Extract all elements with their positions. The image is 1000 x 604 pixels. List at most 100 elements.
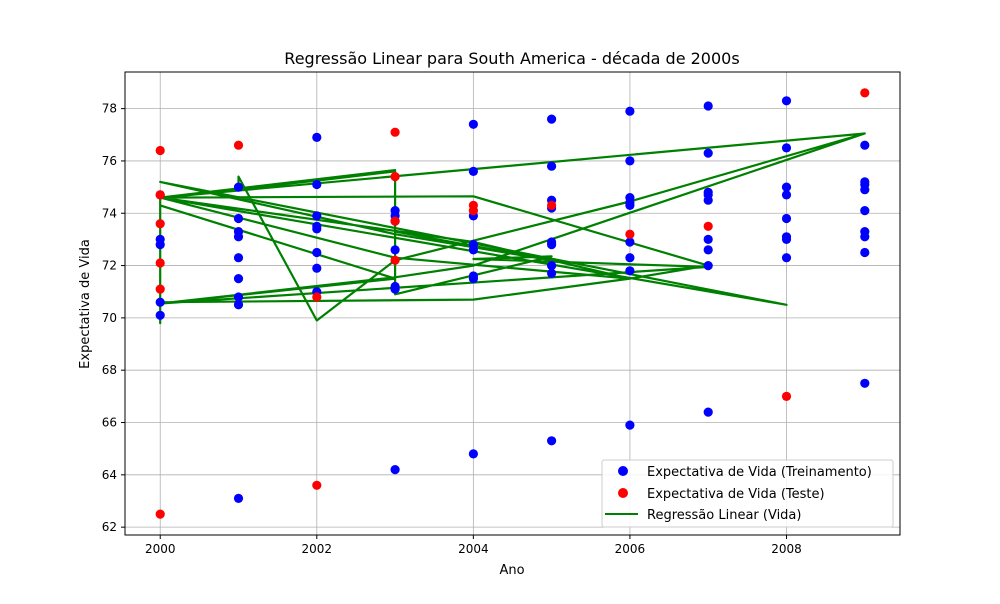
legend-test-label: Expectativa de Vida (Teste) xyxy=(647,487,825,502)
y-tick-label: 78 xyxy=(102,102,117,116)
train-point xyxy=(860,206,870,216)
train-point xyxy=(312,263,322,273)
train-point xyxy=(312,211,322,221)
train-point xyxy=(155,310,165,320)
legend-test-marker xyxy=(618,488,628,498)
train-point xyxy=(233,292,244,302)
test-point xyxy=(547,200,557,210)
test-point xyxy=(155,219,165,229)
train-point xyxy=(781,213,792,224)
test-point xyxy=(390,127,400,137)
train-point xyxy=(781,190,792,200)
test-point xyxy=(312,292,322,302)
y-tick-label: 62 xyxy=(102,520,117,534)
train-point xyxy=(860,247,870,258)
y-tick-label: 72 xyxy=(102,259,117,273)
train-point xyxy=(312,132,322,142)
train-point xyxy=(703,148,713,158)
train-point xyxy=(233,182,244,192)
train-point xyxy=(233,274,244,284)
train-point xyxy=(468,119,478,129)
train-point xyxy=(547,268,557,278)
train-point xyxy=(468,240,478,250)
train-point xyxy=(625,253,635,263)
train-point xyxy=(781,232,792,242)
train-point xyxy=(781,182,792,192)
train-point xyxy=(312,179,322,190)
train-point xyxy=(390,206,400,216)
y-tick-label: 64 xyxy=(102,468,117,482)
points-layer xyxy=(155,88,870,519)
train-point xyxy=(703,407,713,417)
train-point xyxy=(781,143,792,153)
x-tick-label: 2008 xyxy=(771,542,802,556)
train-point xyxy=(781,253,792,263)
train-point xyxy=(547,436,557,446)
train-point xyxy=(233,493,244,503)
train-point xyxy=(625,106,635,116)
test-point xyxy=(155,145,165,156)
legend: Expectativa de Vida (Treinamento) Expect… xyxy=(601,459,894,528)
legend-regression-label: Regressão Linear (Vida) xyxy=(647,508,801,523)
x-tick-label: 2002 xyxy=(302,542,333,556)
train-point xyxy=(860,227,870,237)
train-point xyxy=(547,161,557,171)
legend-train-label: Expectativa de Vida (Treinamento) xyxy=(647,465,872,480)
train-point xyxy=(703,187,713,197)
train-point xyxy=(312,221,322,231)
train-point xyxy=(468,166,478,176)
train-point xyxy=(703,234,713,244)
test-point xyxy=(312,480,322,490)
y-tick-label: 68 xyxy=(102,363,117,377)
y-tick-label: 70 xyxy=(102,311,117,325)
train-point xyxy=(233,213,244,224)
chart-title: Regressão Linear para South America - dé… xyxy=(284,49,739,68)
y-tick-label: 74 xyxy=(102,206,117,220)
train-point xyxy=(468,271,478,281)
train-point xyxy=(233,300,244,310)
test-point xyxy=(233,140,244,150)
train-point xyxy=(233,253,244,263)
test-point xyxy=(390,216,400,226)
train-point xyxy=(781,96,792,106)
train-point xyxy=(547,237,557,247)
train-point xyxy=(625,266,635,276)
legend-box xyxy=(601,459,894,528)
x-axis-ticks: 2000 2002 2004 2006 2008 xyxy=(145,535,802,556)
test-point xyxy=(625,229,635,239)
train-point xyxy=(625,156,635,166)
test-point xyxy=(155,509,165,519)
y-tick-label: 76 xyxy=(102,154,117,168)
train-point xyxy=(233,227,244,237)
x-axis-label: Ano xyxy=(499,563,524,578)
test-point xyxy=(390,172,400,182)
train-point xyxy=(468,449,478,459)
train-point xyxy=(547,114,557,124)
y-tick-label: 66 xyxy=(102,416,117,430)
train-point xyxy=(625,237,635,247)
train-point xyxy=(703,101,713,111)
test-point xyxy=(155,190,165,200)
train-point xyxy=(860,177,870,187)
x-tick-label: 2000 xyxy=(145,542,176,556)
test-point xyxy=(390,255,400,265)
x-tick-label: 2004 xyxy=(458,542,489,556)
train-point xyxy=(390,245,400,255)
train-point xyxy=(155,297,165,307)
legend-train-marker xyxy=(618,466,628,476)
train-point xyxy=(390,465,400,475)
train-point xyxy=(155,234,165,244)
test-point xyxy=(468,200,478,210)
y-axis-ticks: 62 64 66 68 70 72 74 76 78 xyxy=(102,102,125,534)
train-point xyxy=(625,193,635,203)
train-point xyxy=(625,420,635,430)
test-point xyxy=(155,284,165,294)
test-point xyxy=(155,258,165,268)
train-point xyxy=(312,247,322,258)
x-tick-label: 2006 xyxy=(615,542,646,556)
train-point xyxy=(390,281,400,292)
train-point xyxy=(547,261,557,271)
test-point xyxy=(860,88,870,98)
plot-frame xyxy=(124,71,901,536)
train-point xyxy=(860,378,870,388)
